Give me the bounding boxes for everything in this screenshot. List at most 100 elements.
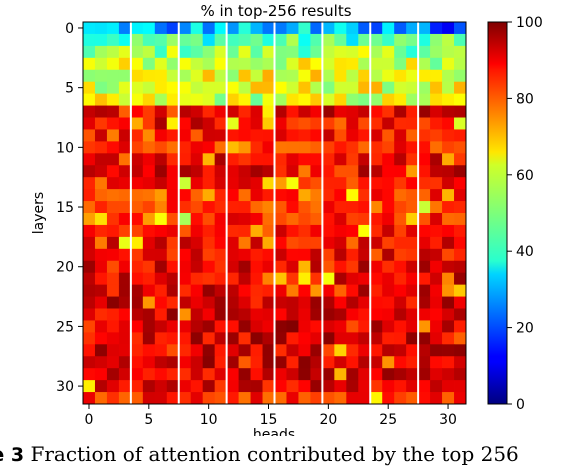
heatmap-cell: [274, 153, 287, 166]
heatmap-cell: [310, 141, 323, 154]
heatmap-cell: [118, 248, 132, 262]
heatmap-cell: [394, 272, 407, 286]
heatmap-cell: [286, 368, 299, 381]
heatmap-cell: [250, 189, 263, 202]
heatmap-cell: [202, 368, 216, 381]
heatmap-cell: [358, 344, 371, 357]
heatmap-cell: [106, 380, 120, 393]
heatmap-cell: [238, 81, 251, 95]
heatmap-cell: [202, 141, 216, 154]
heatmap-cell: [442, 332, 455, 345]
heatmap-cell: [106, 22, 120, 35]
heatmap-cell: [142, 45, 156, 59]
heatmap-cell: [166, 141, 180, 154]
heatmap-cell: [238, 153, 251, 166]
heatmap-cell: [310, 356, 323, 369]
heatmap-cell: [442, 45, 455, 59]
heatmap-cell: [190, 153, 204, 166]
heatmap-cell: [94, 57, 108, 71]
heatmap-cell: [406, 392, 419, 405]
heatmap-cell: [394, 392, 407, 405]
heatmap-cell: [322, 153, 335, 166]
heatmap-cell: [83, 189, 96, 202]
heatmap-cell: [94, 392, 108, 405]
heatmap-cell: [106, 69, 120, 83]
heatmap-cell: [214, 260, 228, 274]
heatmap-cell: [262, 45, 275, 59]
heatmap-cell: [142, 189, 156, 202]
heatmap-cell: [214, 344, 228, 357]
heatmap-cell: [370, 22, 383, 35]
heatmap-cell: [382, 141, 395, 154]
heatmap-cell: [250, 380, 263, 393]
heatmap-cell: [418, 81, 431, 95]
heatmap-cell: [442, 117, 455, 130]
heatmap-cell: [178, 189, 192, 202]
heatmap-cell: [346, 177, 359, 190]
heatmap-cell: [142, 69, 156, 83]
heatmap-cell: [178, 81, 192, 95]
heatmap-cell: [418, 236, 431, 250]
heatmap-cell: [106, 165, 120, 178]
heatmap-cell: [190, 201, 204, 214]
heatmap-cell: [142, 57, 156, 71]
heatmap-cell: [214, 105, 228, 118]
heatmap-cell: [250, 344, 263, 357]
heatmap-cell: [226, 177, 239, 190]
heatmap-cell: [94, 380, 108, 393]
heatmap-cell: [334, 332, 347, 345]
heatmap-cell: [202, 284, 216, 297]
heatmap-cell: [358, 201, 371, 214]
heatmap-cell: [130, 272, 144, 286]
heatmap-cell: [346, 236, 359, 250]
heatmap-cell: [310, 129, 323, 142]
heatmap-cell: [118, 308, 132, 321]
heatmap-cell: [418, 69, 431, 83]
heatmap-cell: [430, 69, 443, 83]
heatmap-cell: [298, 69, 311, 83]
heatmap-cell: [94, 165, 108, 178]
heatmap-cell: [130, 165, 144, 178]
heatmap-cell: [94, 236, 108, 250]
heatmap-cell: [238, 284, 251, 297]
heatmap-cell: [262, 201, 275, 214]
heatmap-cell: [322, 189, 335, 202]
heatmap-cell: [154, 141, 168, 154]
colorbar-tick-label: 80: [516, 91, 534, 107]
heatmap-cell: [334, 368, 347, 381]
heatmap-cell: [430, 284, 443, 297]
heatmap-cell: [406, 129, 419, 142]
heatmap-cell: [358, 368, 371, 381]
heatmap-cell: [226, 129, 239, 142]
heatmap-cell: [406, 105, 419, 118]
heatmap-cell: [334, 272, 347, 286]
heatmap-cell: [154, 308, 168, 321]
heatmap-cell: [214, 117, 228, 130]
heatmap-cell: [310, 284, 323, 297]
heatmap-cell: [118, 296, 132, 309]
heatmap-cell: [286, 129, 299, 142]
heatmap-cell: [442, 57, 455, 71]
heatmap-cell: [406, 81, 419, 95]
heatmap-cell: [310, 117, 323, 130]
heatmap-cell: [346, 153, 359, 166]
heatmap-cell: [358, 189, 371, 202]
heatmap-cell: [370, 105, 383, 118]
heatmap-cell: [202, 356, 216, 369]
heatmap-cell: [430, 129, 443, 142]
heatmap-cell: [310, 57, 323, 71]
heatmap-cell: [334, 344, 347, 357]
heatmap-cell: [358, 177, 371, 190]
heatmap-cell: [418, 344, 431, 357]
heatmap-cell: [214, 213, 228, 226]
heatmap-cell: [454, 284, 467, 297]
heatmap-cell: [382, 81, 395, 95]
heatmap-cell: [430, 224, 443, 238]
heatmap-cell: [346, 93, 359, 106]
heatmap-cell: [346, 189, 359, 202]
heatmap-cell: [250, 272, 263, 286]
heatmap-cell: [166, 392, 180, 405]
heatmap-cell: [442, 344, 455, 357]
colorbar-tick-label: 100: [516, 15, 543, 31]
heatmap-cell: [154, 57, 168, 71]
